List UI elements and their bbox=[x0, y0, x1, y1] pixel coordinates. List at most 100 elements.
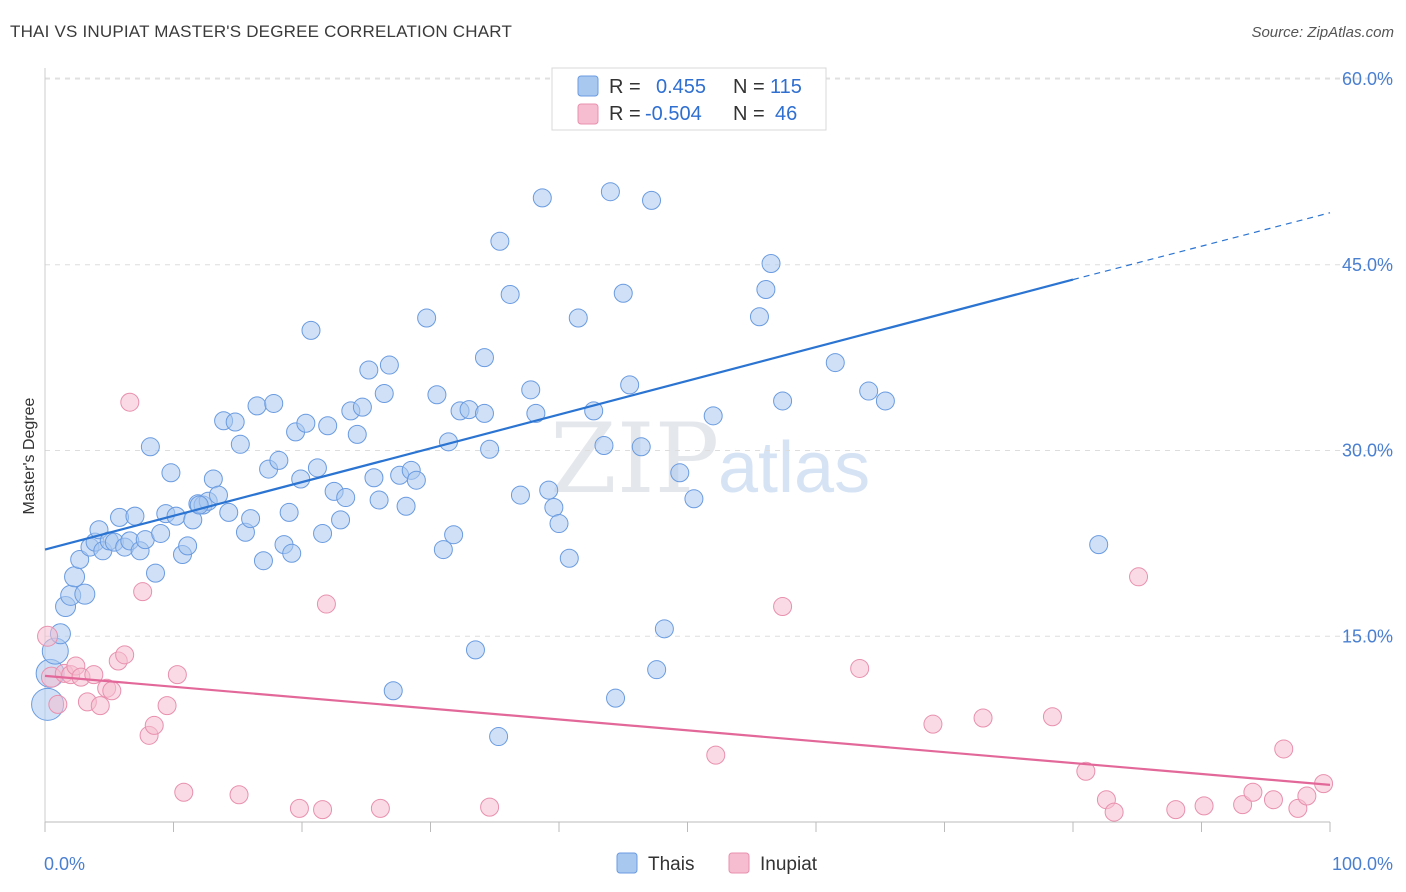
inupiat-point bbox=[313, 800, 333, 820]
inupiat-point bbox=[120, 392, 140, 412]
thais-point bbox=[500, 284, 520, 304]
thais-point bbox=[307, 458, 327, 478]
thais-point bbox=[161, 463, 181, 483]
inupiat-point bbox=[157, 696, 177, 716]
thais-point bbox=[74, 583, 96, 605]
thais-point bbox=[433, 540, 453, 560]
inupiat-point bbox=[115, 645, 135, 665]
thais-point bbox=[631, 437, 651, 457]
thais-point bbox=[347, 424, 367, 444]
inupiat-point bbox=[90, 696, 110, 716]
inupiat-point bbox=[973, 708, 993, 728]
thais-point bbox=[594, 436, 614, 456]
inupiat-point bbox=[174, 782, 194, 802]
thais-point bbox=[140, 437, 160, 457]
bottom-legend-thais: Thais bbox=[648, 854, 694, 875]
thais-point bbox=[474, 348, 494, 368]
legend-r-value-inupiat: -0.504 bbox=[645, 103, 702, 125]
y-tick-label: 60.0% bbox=[1342, 69, 1393, 89]
thais-point bbox=[383, 681, 403, 701]
thais-point bbox=[359, 360, 379, 380]
thais-point bbox=[247, 396, 267, 416]
thais-point bbox=[151, 523, 171, 543]
thais-point bbox=[444, 525, 464, 545]
thais-point bbox=[427, 385, 447, 405]
thais-point bbox=[364, 468, 384, 488]
inupiat-point bbox=[480, 797, 500, 817]
y-tick-label: 30.0% bbox=[1342, 441, 1393, 461]
thais-point bbox=[64, 566, 86, 588]
thais-point bbox=[749, 307, 769, 327]
inupiat-point bbox=[850, 658, 870, 678]
thais-point bbox=[761, 254, 781, 274]
legend-swatch-inupiat bbox=[577, 103, 599, 125]
bottom-legend-swatch-inupiat bbox=[728, 852, 750, 874]
thais-point bbox=[369, 490, 389, 510]
trend-lines bbox=[44, 212, 1331, 786]
inupiat-point bbox=[167, 665, 187, 685]
thais-point bbox=[269, 450, 289, 470]
thais-point bbox=[859, 381, 879, 401]
inupiat-point bbox=[706, 745, 726, 765]
thais-point bbox=[406, 470, 426, 490]
thais-point bbox=[70, 549, 90, 569]
inupiat-point bbox=[144, 715, 164, 735]
thais-point bbox=[253, 551, 273, 571]
thais-trend-line bbox=[44, 278, 1074, 551]
inupiat-point bbox=[1263, 790, 1283, 810]
legend-n-value-inupiat: 46 bbox=[775, 103, 797, 125]
legend-n-value-thais: 115 bbox=[770, 76, 802, 98]
thais-point bbox=[146, 563, 166, 583]
thais-point bbox=[296, 413, 316, 433]
inupiat-point bbox=[1194, 796, 1214, 816]
inupiat-point bbox=[1274, 739, 1294, 759]
thais-point bbox=[474, 403, 494, 423]
thais-point bbox=[568, 308, 588, 328]
thais-point bbox=[336, 488, 356, 508]
thais-point bbox=[613, 283, 633, 303]
watermark-atlas: atlas bbox=[718, 428, 870, 508]
thais-point bbox=[532, 188, 552, 208]
inupiat-point bbox=[773, 597, 793, 617]
inupiat-points bbox=[37, 392, 1334, 822]
chart-title: THAI VS INUPIAT MASTER'S DEGREE CORRELAT… bbox=[10, 22, 513, 41]
thais-point bbox=[526, 403, 546, 423]
thais-point bbox=[620, 375, 640, 395]
bottom-legend: Thais Inupiat bbox=[616, 852, 818, 875]
thais-point bbox=[282, 543, 302, 563]
thais-point bbox=[703, 406, 723, 426]
thais-point bbox=[313, 523, 333, 543]
inupiat-point bbox=[133, 582, 153, 602]
legend: R = 0.455 N = 115 R = -0.504 N = 46 bbox=[551, 67, 827, 131]
thais-point bbox=[291, 469, 311, 489]
bottom-legend-inupiat: Inupiat bbox=[760, 854, 818, 875]
thais-point bbox=[219, 502, 239, 522]
thais-point bbox=[539, 480, 559, 500]
inupiat-point bbox=[316, 594, 336, 614]
thais-point bbox=[178, 536, 198, 556]
y-tick-label: 45.0% bbox=[1342, 255, 1393, 275]
legend-r-value-thais: 0.455 bbox=[656, 76, 706, 98]
thais-point bbox=[600, 182, 620, 202]
thais-point bbox=[1089, 535, 1109, 555]
thais-point bbox=[642, 190, 662, 210]
legend-r-label-thais: R = bbox=[609, 76, 641, 98]
legend-n-label-inupiat: N = bbox=[733, 103, 765, 125]
thais-point bbox=[301, 320, 321, 340]
thais-point bbox=[465, 640, 485, 660]
thais-point bbox=[544, 497, 564, 517]
inupiat-point bbox=[48, 694, 68, 714]
x-tick-max: 100.0% bbox=[1332, 854, 1393, 874]
thais-point bbox=[670, 463, 690, 483]
thais-point bbox=[480, 439, 500, 459]
inupiat-point bbox=[1166, 800, 1186, 820]
thais-point bbox=[875, 391, 895, 411]
thais-point bbox=[756, 280, 776, 300]
thais-point bbox=[825, 353, 845, 373]
thais-point bbox=[318, 416, 338, 436]
thais-point bbox=[374, 384, 394, 404]
y-tick-label: 15.0% bbox=[1342, 626, 1393, 646]
inupiat-point bbox=[1076, 761, 1096, 781]
inupiat-point bbox=[289, 798, 309, 818]
inupiat-point bbox=[923, 714, 943, 734]
